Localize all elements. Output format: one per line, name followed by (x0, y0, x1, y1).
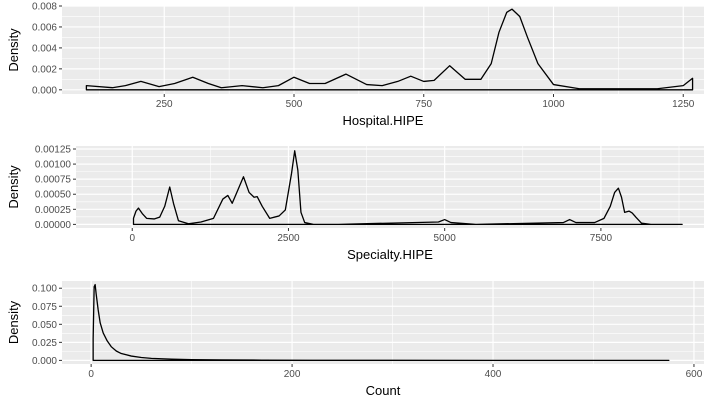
panel-background (76, 146, 704, 228)
y-axis-title: Density (6, 165, 21, 209)
y-tick-label: 0.00100 (35, 160, 72, 171)
y-tick-label: 0.000 (32, 356, 57, 367)
x-tick-label: 600 (686, 369, 703, 380)
y-tick-label: 0.002 (32, 64, 57, 75)
x-axis-title: Hospital.HIPE (343, 113, 424, 128)
y-tick-label: 0.050 (32, 320, 57, 331)
x-tick-label: 400 (485, 369, 502, 380)
panel-2: 0 2500 5000 7500 0.00000 0.00025 0.00050 0.0007… (6, 145, 704, 262)
density-curve (85, 8, 694, 91)
x-tick-label: 2500 (277, 233, 300, 244)
x-axis-title: Count (366, 383, 401, 398)
y-tick-label: 0.00125 (35, 145, 72, 156)
y-tick-label: 0.075 (32, 302, 57, 313)
panel-background (62, 6, 704, 94)
density-curve (132, 150, 683, 226)
x-tick-label: 7500 (590, 233, 613, 244)
x-tick-label: 1250 (672, 99, 695, 110)
x-tick-label: 0 (129, 233, 135, 244)
y-tick-label: 0.100 (32, 284, 57, 295)
density-curve (92, 283, 670, 362)
x-tick-label: 200 (284, 369, 301, 380)
y-tick-label: 0.006 (32, 22, 57, 33)
y-tick-label: 0.004 (32, 43, 57, 54)
x-tick-label: 250 (156, 99, 173, 110)
panel-3: 0 200 400 600 0.000 0.025 0.050 0.075 0.100 Count… (6, 281, 704, 398)
x-axis-title: Specialty.HIPE (347, 247, 433, 262)
y-tick-label: 0.00025 (35, 205, 72, 216)
x-tick-label: 750 (415, 99, 432, 110)
x-tick-label: 1000 (542, 99, 565, 110)
x-tick-label: 500 (286, 99, 303, 110)
y-tick-label: 0.025 (32, 338, 57, 349)
y-tick-label: 0.008 (32, 2, 57, 13)
y-axis-title: Density (6, 28, 21, 72)
panel-1: 250 500 750 1000 1250 0.000 0.002 0.004 0.006 0.0… (6, 2, 704, 128)
y-axis-title: Density (6, 300, 21, 344)
panel-background (62, 281, 704, 364)
y-tick-label: 0.000 (32, 85, 57, 96)
y-tick-label: 0.00000 (35, 220, 72, 231)
y-tick-label: 0.00075 (35, 175, 72, 186)
x-tick-label: 5000 (434, 233, 457, 244)
x-tick-label: 0 (88, 369, 94, 380)
y-tick-label: 0.00050 (35, 190, 72, 201)
